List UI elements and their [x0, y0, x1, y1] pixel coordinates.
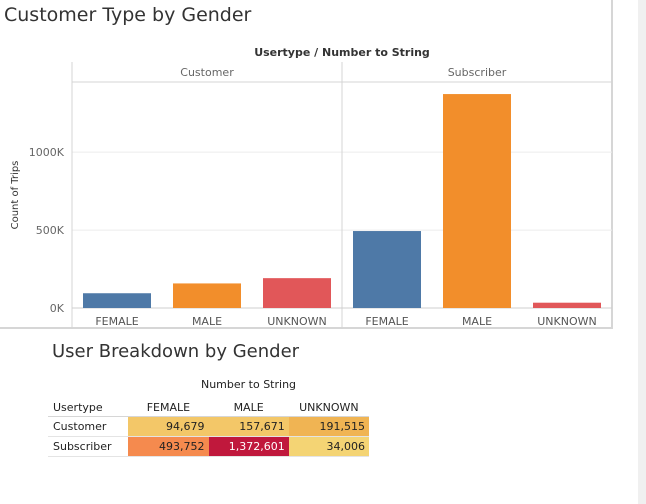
x-tick-label: FEMALE [365, 315, 408, 328]
bar [263, 278, 331, 308]
bar-chart: Usertype / Number to String Customer Subsc… [10, 46, 612, 329]
table-cell[interactable]: 493,752 [128, 436, 209, 457]
bar [83, 293, 151, 308]
chart-title: Customer Type by Gender [4, 4, 252, 26]
bar [533, 302, 601, 308]
right-scroll-strip [638, 0, 646, 504]
crosstab-table: Usertype FEMALE MALE UNKNOWN Customer 94… [48, 398, 369, 457]
table-column-header: FEMALE [128, 398, 209, 417]
table-row-label: Subscriber [48, 436, 129, 457]
table-row: Subscriber 493,752 1,372,601 34,006 [48, 436, 369, 457]
table-column-header: MALE [208, 398, 289, 417]
table-cell[interactable]: 1,372,601 [208, 436, 289, 457]
y-axis-label: Count of Trips [10, 161, 21, 230]
panel-header-label: Subscriber [448, 66, 507, 79]
x-tick-label: FEMALE [95, 315, 138, 328]
table-row-label: Customer [48, 416, 129, 437]
bar [173, 283, 241, 308]
table-row-header-label: Usertype [48, 398, 129, 417]
table-cell[interactable]: 34,006 [288, 436, 369, 457]
x-tick-label: UNKNOWN [537, 315, 597, 328]
chart-frame [0, 0, 613, 329]
x-tick-label: MALE [192, 315, 222, 328]
y-tick-label: 1000K [29, 146, 65, 159]
x-tick-label: UNKNOWN [267, 315, 327, 328]
panel-header-label: Customer [180, 66, 234, 79]
table-column-group-header: Number to String [200, 378, 297, 391]
table-cell[interactable]: 157,671 [208, 416, 289, 437]
x-tick-label: MALE [462, 315, 492, 328]
table-row: Customer 94,679 157,671 191,515 [48, 416, 369, 437]
table-header-row: Usertype FEMALE MALE UNKNOWN [48, 398, 369, 417]
y-tick-label: 500K [36, 224, 65, 237]
table-title: User Breakdown by Gender [52, 341, 300, 362]
bar [443, 94, 511, 308]
header-title: Usertype / Number to String [254, 46, 430, 59]
y-tick-label: 0K [50, 302, 65, 315]
bar [353, 231, 421, 308]
table-cell[interactable]: 191,515 [288, 416, 369, 437]
table-cell[interactable]: 94,679 [128, 416, 209, 437]
table-column-header: UNKNOWN [288, 398, 369, 417]
